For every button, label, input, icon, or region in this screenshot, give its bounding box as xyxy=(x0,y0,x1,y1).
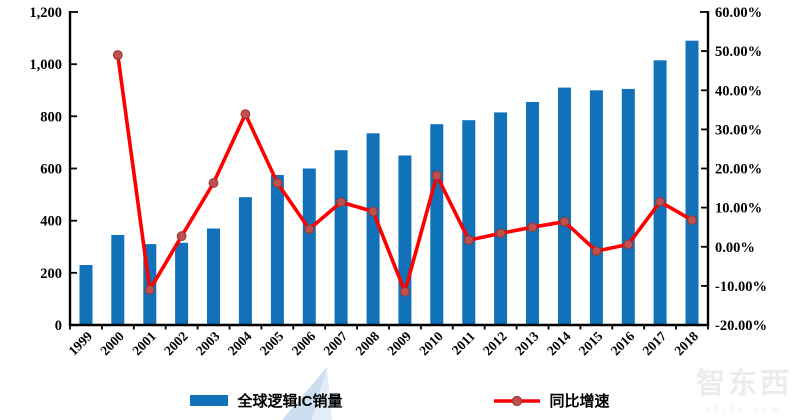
zhidongxi-site-text: zhidx.com xyxy=(705,404,783,414)
x-label-2000: 2000 xyxy=(97,328,127,358)
growth-marker xyxy=(400,286,410,297)
growth-marker xyxy=(112,50,123,60)
growth-marker xyxy=(208,178,219,188)
right-axis-label: 30.00% xyxy=(715,122,762,138)
growth-marker xyxy=(240,109,251,119)
growth-marker xyxy=(272,178,283,188)
x-label-2010: 2010 xyxy=(416,328,446,358)
legend-item-bar-series: 全球逻辑IC销量 xyxy=(190,390,343,411)
growth-marker xyxy=(495,228,506,239)
growth-marker xyxy=(559,216,570,227)
plane-watermark xyxy=(282,367,332,420)
x-label-2014: 2014 xyxy=(544,328,574,358)
x-label-2007: 2007 xyxy=(321,328,351,358)
bar-2017 xyxy=(653,60,667,326)
left-axis-label: 1,000 xyxy=(29,57,62,73)
right-axis-label: 40.00% xyxy=(715,83,762,99)
growth-marker xyxy=(368,206,379,217)
growth-marker xyxy=(304,224,315,235)
right-axis-label: -20.00% xyxy=(715,318,767,334)
bar-2014 xyxy=(558,87,571,325)
x-label-2011: 2011 xyxy=(449,328,478,357)
bar-2005 xyxy=(270,175,284,325)
bar-2018 xyxy=(685,40,699,325)
growth-marker xyxy=(336,197,347,208)
x-label-2004: 2004 xyxy=(225,328,255,358)
x-label-2002: 2002 xyxy=(161,328,191,358)
bar-2015 xyxy=(589,90,603,326)
x-label-2015: 2015 xyxy=(576,328,606,358)
x-label-2005: 2005 xyxy=(257,328,287,358)
x-label-2003: 2003 xyxy=(193,328,223,358)
bar-2008 xyxy=(366,133,380,325)
right-axis-label: 0.00% xyxy=(715,240,755,256)
x-label-2009: 2009 xyxy=(384,328,414,358)
left-axis-label: 600 xyxy=(40,162,62,178)
growth-marker xyxy=(527,222,538,233)
line-series-swatch xyxy=(493,395,540,406)
left-axis-label: 1,200 xyxy=(29,5,62,21)
bar-2013 xyxy=(526,102,539,325)
bar-series xyxy=(79,40,699,326)
right-axis-label: -10.00% xyxy=(715,279,767,295)
bar-2012 xyxy=(494,112,508,326)
bar-2011 xyxy=(462,120,476,325)
bar-2016 xyxy=(621,88,635,326)
growth-marker xyxy=(687,215,697,226)
x-label-2013: 2013 xyxy=(512,328,542,358)
x-label-2012: 2012 xyxy=(480,328,510,358)
legend-label-bar-series: 全球逻辑IC销量 xyxy=(237,393,343,410)
legend-item-line-series: 同比增速 xyxy=(493,390,610,411)
bar-2000 xyxy=(111,235,125,325)
bar-2007 xyxy=(334,150,348,325)
growth-marker xyxy=(431,170,442,181)
x-label-2008: 2008 xyxy=(353,328,383,358)
zhidongxi-logo-text: 智东西 xyxy=(695,368,792,400)
growth-marker xyxy=(623,239,634,250)
bar-2006 xyxy=(302,168,316,325)
bar-2003 xyxy=(207,228,220,325)
zhidongxi-watermark: 智东西 zhidx.com xyxy=(696,360,792,414)
growth-marker xyxy=(655,196,665,207)
x-label-2001: 2001 xyxy=(129,328,159,358)
chart-legend: 全球逻辑IC销量 同比增速 xyxy=(0,390,800,411)
x-label-2006: 2006 xyxy=(289,328,319,358)
x-label-2016: 2016 xyxy=(608,328,638,358)
growth-marker xyxy=(463,235,474,246)
right-axis-label: 10.00% xyxy=(715,201,762,217)
growth-marker xyxy=(591,246,602,257)
right-axis-label: 60.00% xyxy=(715,5,762,21)
bar-series-swatch xyxy=(190,395,229,406)
left-axis-label: 0 xyxy=(55,318,62,334)
bar-2010 xyxy=(430,124,444,325)
bar-2002 xyxy=(175,242,189,325)
legend-label-line-series: 同比增速 xyxy=(549,393,610,410)
x-label-2017: 2017 xyxy=(640,328,670,358)
growth-marker xyxy=(144,284,155,295)
left-axis-label: 800 xyxy=(40,109,62,125)
bar-2009 xyxy=(398,155,412,325)
x-label-1999: 1999 xyxy=(65,328,95,358)
right-axis-label: 20.00% xyxy=(715,162,762,178)
x-label-2018: 2018 xyxy=(671,328,701,358)
bar-2004 xyxy=(238,197,252,325)
left-axis-label: 400 xyxy=(40,214,62,230)
left-axis-label: 200 xyxy=(40,266,62,282)
bar-1999 xyxy=(79,265,93,325)
right-axis-label: 50.00% xyxy=(715,44,762,60)
growth-marker xyxy=(176,231,187,242)
